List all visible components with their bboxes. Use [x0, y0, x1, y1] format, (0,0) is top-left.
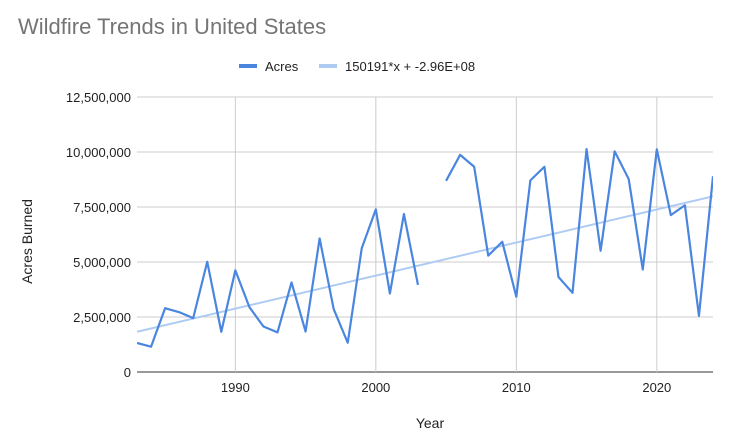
- y-tick-label: 0: [124, 365, 131, 380]
- x-tick-label: 2000: [361, 380, 390, 395]
- y-tick-label: 12,500,000: [66, 90, 131, 105]
- chart-title: Wildfire Trends in United States: [18, 14, 327, 39]
- x-axis-label: Year: [416, 415, 445, 431]
- series-layer: [136, 148, 714, 348]
- legend-item[interactable]: Acres: [239, 59, 299, 74]
- y-tick-label: 2,500,000: [73, 310, 131, 325]
- y-tick-labels: 0 2,500,000 5,000,000 7,500,000 10,000,000 12…: [66, 90, 131, 380]
- x-tick-label: 1990: [221, 380, 250, 395]
- legend-label: 150191*x + -2.96E+08: [345, 59, 475, 74]
- x-tick-label: 2020: [642, 380, 671, 395]
- y-tick-label: 7,500,000: [73, 200, 131, 215]
- legend-item[interactable]: 150191*x + -2.96E+08: [319, 59, 475, 74]
- y-axis-label: Acres Burned: [19, 199, 35, 284]
- y-tick-label: 10,000,000: [66, 145, 131, 160]
- grid: [137, 96, 713, 373]
- x-tick-labels: 1990 2000 2010 2020: [221, 380, 671, 395]
- legend[interactable]: Acres 150191*x + -2.96E+08: [239, 59, 475, 74]
- y-tick-label: 5,000,000: [73, 255, 131, 270]
- x-tick-label: 2010: [502, 380, 531, 395]
- legend-label: Acres: [265, 59, 299, 74]
- trendline: [137, 195, 713, 333]
